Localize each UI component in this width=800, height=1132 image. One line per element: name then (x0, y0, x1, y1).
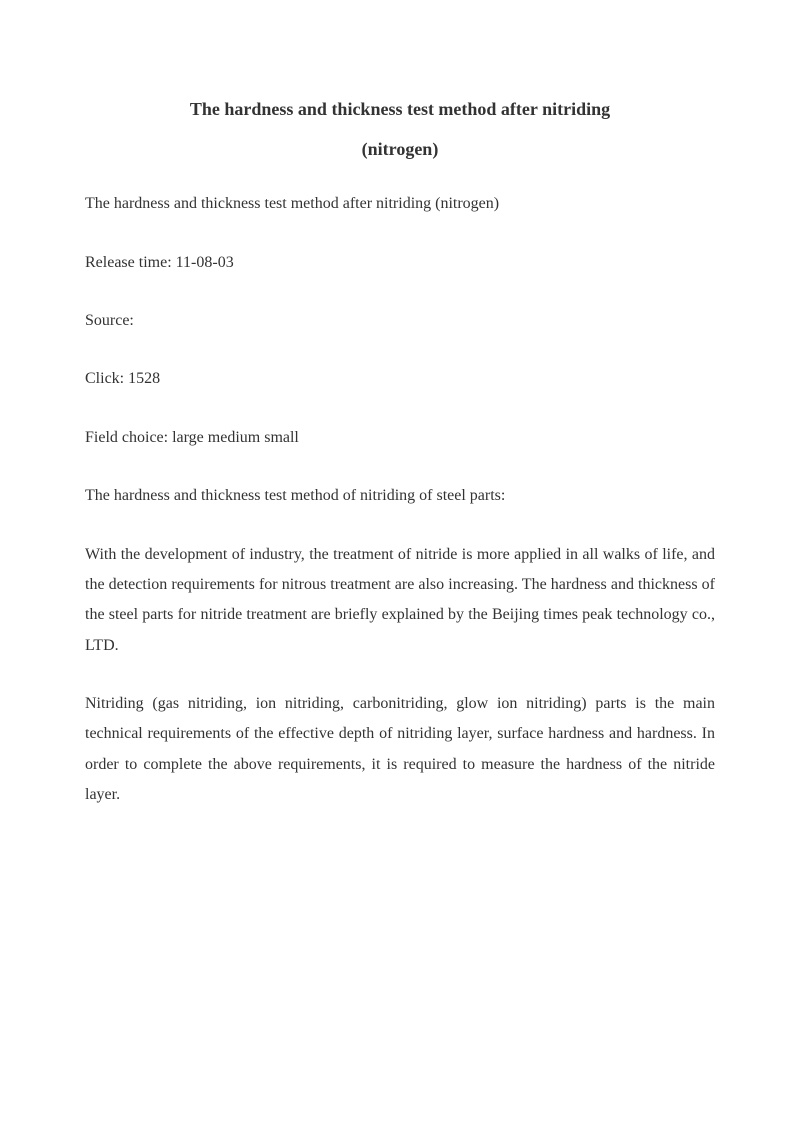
source-label: Source: (85, 306, 715, 336)
click-count: Click: 1528 (85, 364, 715, 394)
document-title: The hardness and thickness test method a… (85, 90, 715, 169)
body-para-2: Nitriding (gas nitriding, ion nitriding,… (85, 689, 715, 811)
document-content: The hardness and thickness test method a… (85, 189, 715, 810)
release-time: Release time: 11-08-03 (85, 248, 715, 278)
field-choice: Field choice: large medium small (85, 423, 715, 453)
title-line-2: (nitrogen) (85, 130, 715, 170)
body-para-1: With the development of industry, the tr… (85, 540, 715, 662)
subtitle-para: The hardness and thickness test method a… (85, 189, 715, 219)
title-line-1: The hardness and thickness test method a… (85, 90, 715, 130)
section-heading: The hardness and thickness test method o… (85, 481, 715, 511)
